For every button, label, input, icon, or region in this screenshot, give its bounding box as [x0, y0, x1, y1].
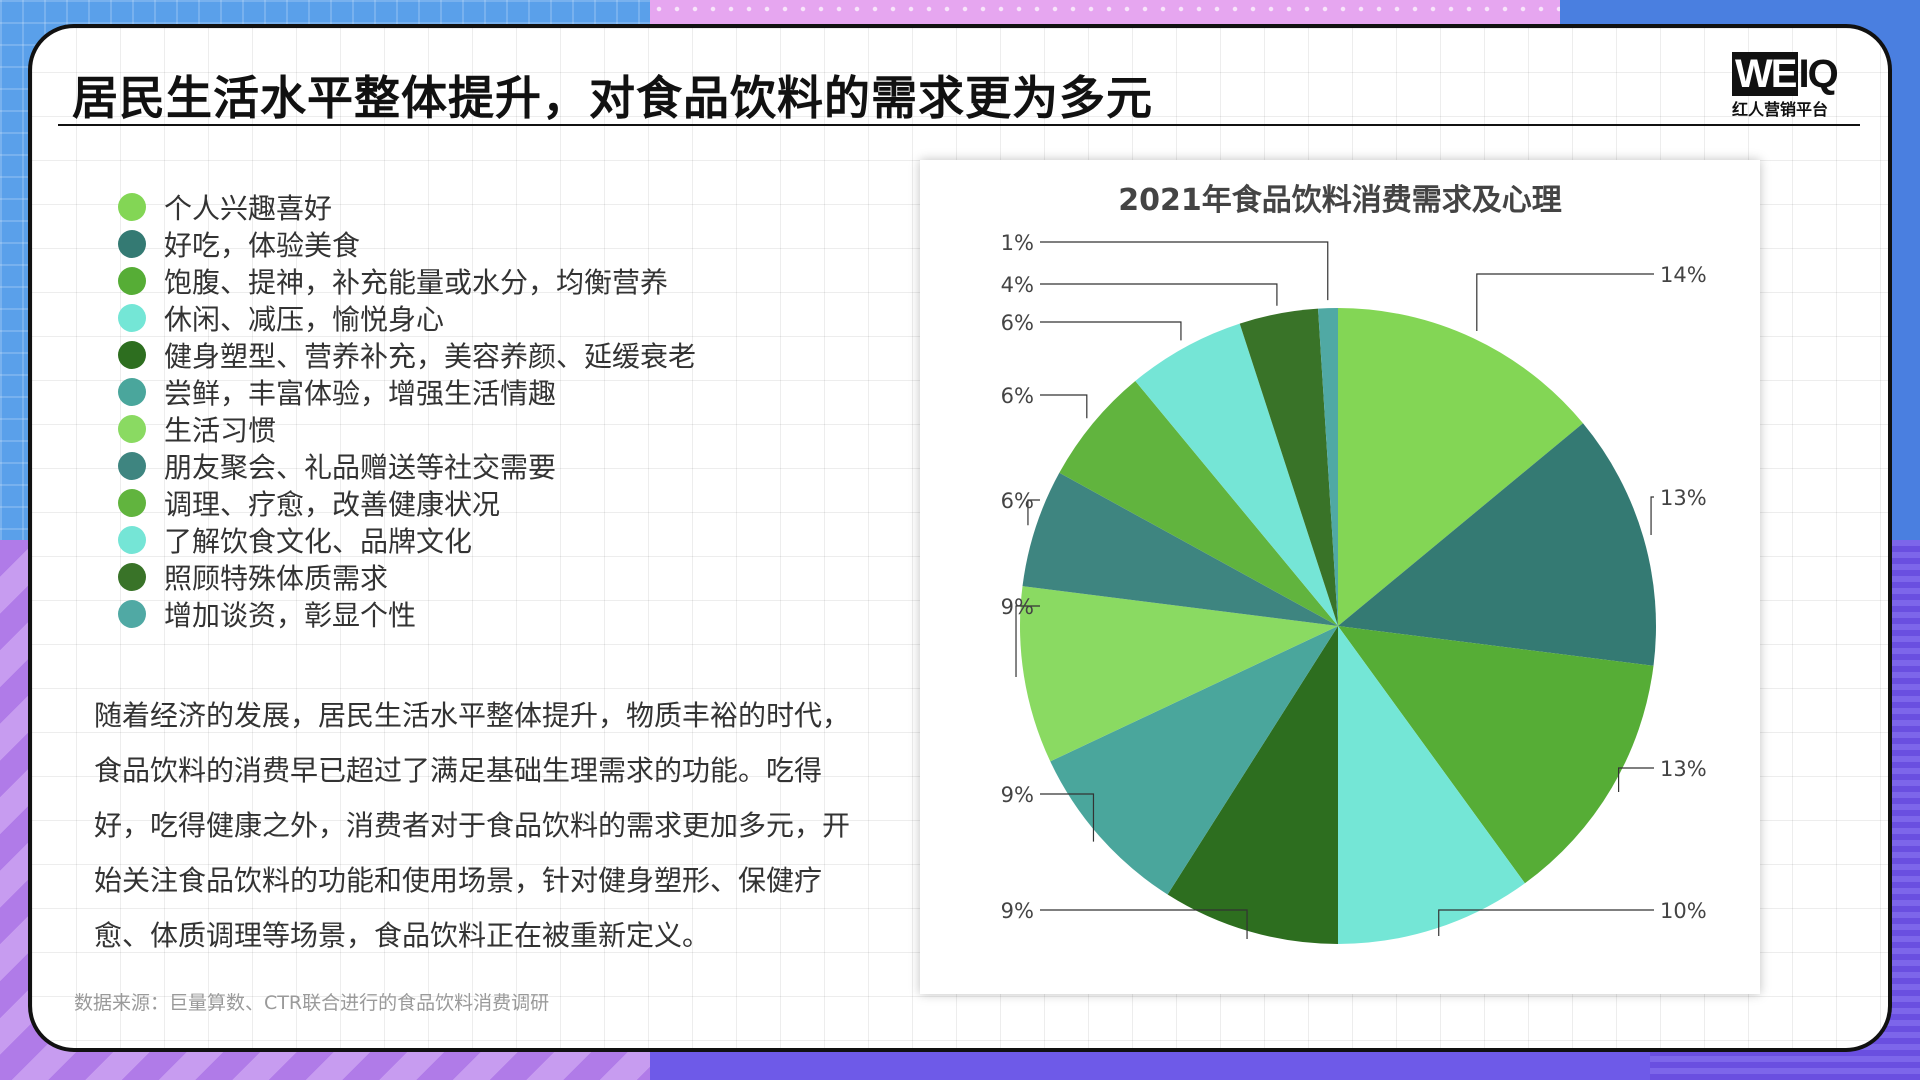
legend-label: 增加谈资，彰显个性: [164, 598, 417, 632]
page-title: 居民生活水平整体提升，对食品饮料的需求更为多元: [72, 71, 1153, 125]
data-label: 9%: [1001, 595, 1034, 619]
logo-subtitle: 红人营销平台: [1732, 100, 1829, 119]
legend-swatch: [118, 488, 146, 517]
pie-slice: [1022, 472, 1338, 626]
legend-item: 尝鲜，丰富体验，增强生活情趣: [118, 373, 696, 410]
slice-callout: 14%: [1476, 263, 1707, 332]
legend-label: 健身塑型、营养补充，美容养颜、延缓衰老: [164, 339, 697, 373]
leader-line: [1040, 321, 1182, 341]
chart-title: 2021年食品饮料消费需求及心理: [1118, 183, 1562, 218]
pie-slice: [1338, 308, 1584, 626]
slice-callout: 6%: [1001, 489, 1040, 526]
legend-swatch: [118, 192, 146, 221]
slice-callout: 13%: [1618, 757, 1707, 792]
pie-slice: [1239, 308, 1338, 626]
legend-swatch: [118, 229, 146, 258]
logo-mark-boxed: WE: [1732, 52, 1799, 96]
legend-label: 好吃，体验美食: [164, 228, 361, 262]
slice-callout: 9%: [1001, 899, 1248, 940]
legend-swatch: [118, 303, 146, 332]
legend-swatch: [118, 562, 146, 591]
data-label: 6%: [1001, 311, 1034, 335]
leader-line: [1040, 241, 1329, 301]
weiq-logo: WEIQ 红人营销平台: [1732, 52, 1848, 120]
leader-line: [1040, 909, 1248, 940]
leader-line: [1650, 496, 1654, 536]
data-label: 10%: [1660, 899, 1707, 923]
leader-line: [1040, 394, 1088, 419]
logo-mark-end: Q: [1807, 52, 1839, 96]
legend-label: 个人兴趣喜好: [164, 191, 333, 225]
legend-swatch: [118, 599, 146, 628]
leader-line: [1040, 793, 1095, 842]
legend-item: 增加谈资，彰显个性: [118, 595, 696, 632]
leader-line: [1438, 909, 1654, 937]
background-bottom-band: [650, 1050, 1650, 1080]
leader-line: [1040, 283, 1278, 306]
title-divider: [58, 124, 1860, 126]
pie-slice: [1059, 380, 1338, 626]
data-label: 13%: [1660, 757, 1707, 781]
legend-item: 调理、疗愈，改善健康状况: [118, 484, 696, 521]
legend-swatch: [118, 525, 146, 554]
legend-label: 休闲、减压，愉悦身心: [164, 302, 445, 336]
pie-slice: [1167, 626, 1338, 944]
data-label: 4%: [1001, 273, 1034, 297]
legend-item: 个人兴趣喜好: [118, 188, 696, 225]
data-source: 数据来源：巨量算数、CTR联合进行的食品饮料消费调研: [74, 992, 550, 1014]
pie-slice: [1338, 423, 1656, 666]
legend-item: 了解饮食文化、品牌文化: [118, 521, 696, 558]
legend-label: 尝鲜，丰富体验，增强生活情趣: [164, 376, 557, 410]
data-label: 1%: [1001, 231, 1034, 255]
data-label: 9%: [1001, 783, 1034, 807]
leader-line: [1015, 605, 1040, 677]
slice-callout: 6%: [1001, 384, 1088, 419]
pie-slice: [1050, 626, 1338, 895]
legend-label: 了解饮食文化、品牌文化: [164, 524, 473, 558]
pie-slice: [1338, 626, 1654, 884]
legend-item: 休闲、减压，愉悦身心: [118, 299, 696, 336]
legend-label: 照顾特殊体质需求: [164, 561, 389, 595]
legend-swatch: [118, 266, 146, 295]
leader-line: [1027, 499, 1040, 526]
legend-swatch: [118, 414, 146, 443]
legend-label: 朋友聚会、礼品赠送等社交需要: [164, 450, 557, 484]
pie-slice: [1338, 626, 1525, 944]
legend-item: 饱腹、提神，补充能量或水分，均衡营养: [118, 262, 696, 299]
legend-swatch: [118, 451, 146, 480]
legend-item: 照顾特殊体质需求: [118, 558, 696, 595]
legend-swatch: [118, 377, 146, 406]
slice-callout: 10%: [1438, 899, 1707, 937]
legend-item: 朋友聚会、礼品赠送等社交需要: [118, 447, 696, 484]
slice-callout: 6%: [1001, 311, 1182, 341]
legend-swatch: [118, 340, 146, 369]
legend-item: 健身塑型、营养补充，美容养颜、延缓衰老: [118, 336, 696, 373]
legend-label: 饱腹、提神，补充能量或水分，均衡营养: [164, 265, 669, 299]
logo-mark-middle: I: [1798, 52, 1809, 96]
data-label: 9%: [1001, 899, 1034, 923]
data-label: 6%: [1001, 384, 1034, 408]
legend-item: 好吃，体验美食: [118, 225, 696, 262]
slice-callout: 13%: [1650, 486, 1707, 536]
pie-chart: 2021年食品饮料消费需求及心理 14% 13% 13% 10% 9% 9% 9% 6% 6% 6%…: [1001, 183, 1707, 944]
slice-callout: 1%: [1001, 231, 1329, 301]
leader-line: [1476, 273, 1654, 332]
slice-callout: 4%: [1001, 273, 1278, 306]
legend-item: 生活习惯: [118, 410, 696, 447]
leader-line: [1618, 767, 1654, 792]
slice-callout: 9%: [1001, 783, 1095, 842]
pie-slice: [1135, 323, 1338, 626]
pie-slice: [1020, 586, 1338, 762]
logo-mark: WEIQ: [1732, 52, 1848, 96]
data-label: 6%: [1001, 489, 1034, 513]
legend-label: 调理、疗愈，改善健康状况: [164, 487, 501, 521]
data-label: 14%: [1660, 263, 1707, 287]
body-paragraph: 随着经济的发展，居民生活水平整体提升，物质丰裕的时代，食品饮料的消费早已超过了满…: [94, 699, 851, 952]
data-label: 13%: [1660, 486, 1707, 510]
pie-slice: [1318, 308, 1338, 626]
slice-callout: 9%: [1001, 595, 1040, 677]
legend-label: 生活习惯: [164, 413, 277, 447]
chart-legend: 个人兴趣喜好 好吃，体验美食 饱腹、提神，补充能量或水分，均衡营养 休闲、减压，愉悦身…: [118, 188, 696, 632]
